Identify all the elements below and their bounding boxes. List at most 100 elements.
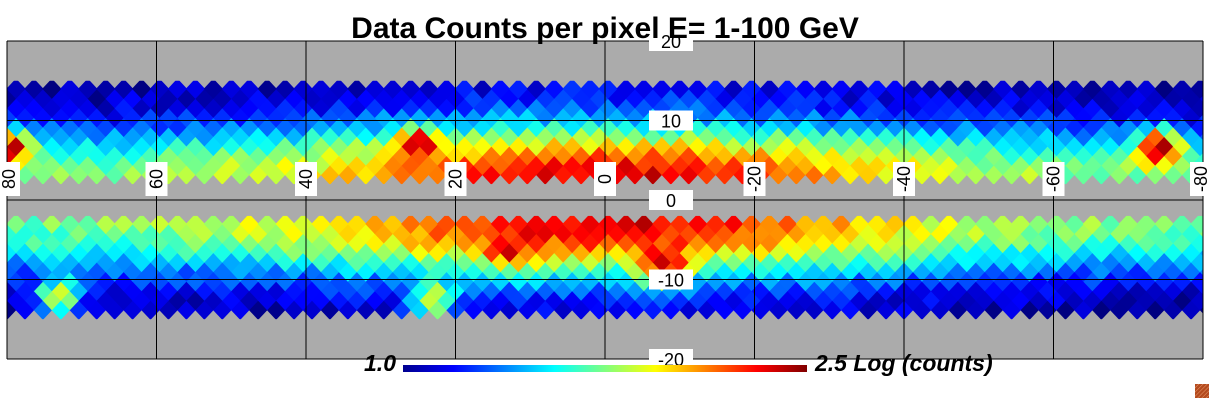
heatmap-pixel (786, 261, 806, 282)
x-tick-label-bg (743, 162, 766, 196)
x-tick-label: 80 (0, 169, 19, 189)
heatmap-pixel (741, 232, 762, 254)
heatmap-pixel (822, 145, 842, 166)
heatmap-pixel (643, 164, 663, 185)
heatmap-pixel (598, 78, 618, 99)
heatmap-pixel (759, 213, 780, 234)
heatmap-pixel (275, 213, 295, 234)
heatmap-pixel (562, 290, 582, 311)
heatmap-pixel (419, 78, 439, 99)
heatmap-pixel (419, 213, 439, 234)
heatmap-pixel (69, 242, 89, 263)
heatmap-pixel (697, 164, 717, 185)
x-tick-label-bg (444, 162, 467, 196)
heatmap-pixel (517, 88, 537, 109)
heatmap-pixel (419, 135, 439, 157)
heatmap-pixel (625, 242, 645, 263)
x-axis-ticks: 80 60 40 20 0 -20 -40 -60 -80 (0, 162, 1210, 196)
heatmap-pixel (526, 135, 546, 157)
heatmap-pixel (185, 78, 205, 99)
heatmap-pixel (822, 299, 842, 320)
heatmap-pixel (777, 290, 797, 311)
heatmap-pixel (69, 164, 89, 185)
heatmap-pixels (0, 41, 1210, 359)
heatmap-pixel (383, 213, 403, 234)
heatmap-pixel (1136, 213, 1156, 234)
heatmap-pixel (634, 251, 654, 273)
heatmap-pixel (24, 78, 44, 99)
heatmap-pixel (6, 213, 26, 234)
heatmap-pixel (966, 88, 986, 109)
heatmap-pixel (966, 299, 986, 320)
heatmap-pixel (858, 145, 878, 166)
heatmap-pixel (1002, 164, 1022, 185)
heatmap-pixel (813, 97, 833, 118)
heatmap-pixel (24, 135, 44, 157)
heatmap-pixel (517, 261, 537, 282)
heatmap-pixel (454, 135, 475, 157)
y-tick-label-bg (649, 190, 693, 210)
heatmap-pixel (786, 126, 806, 147)
heatmap-pixel (562, 213, 582, 234)
heatmap-pixel (750, 145, 771, 166)
heatmap-pixel (454, 213, 475, 234)
heatmap-pixel (149, 78, 170, 99)
heatmap-pixel (706, 213, 726, 234)
heatmap-pixel (1002, 242, 1022, 263)
heatmap-pixel (1082, 213, 1102, 234)
heatmap-pixel (239, 78, 259, 99)
heatmap-pixel (589, 261, 609, 282)
heatmap-pixel (472, 78, 492, 99)
y-tick-label-bg (649, 349, 693, 369)
heatmap-pixel (616, 213, 636, 234)
heatmap-pixel (885, 135, 905, 157)
heatmap-pixel (634, 78, 654, 99)
heatmap-pixel (562, 116, 582, 137)
heatmap-pixel (517, 242, 537, 263)
heatmap-pixel (248, 242, 268, 263)
heatmap-pixel (822, 107, 842, 128)
heatmap-pixel (105, 88, 125, 109)
heatmap-pixel (105, 280, 125, 301)
heatmap-pixel (921, 213, 941, 234)
heatmap-pixel (562, 270, 582, 292)
heatmap-pixel (60, 135, 80, 157)
heatmap-pixel (777, 251, 797, 273)
heatmap-pixel (526, 213, 546, 234)
heatmap-pixel (526, 154, 546, 176)
heatmap-pixel (975, 154, 995, 176)
y-tick-label: 20 (661, 32, 681, 52)
heatmap-pixel (697, 242, 717, 263)
heatmap-pixel (849, 213, 869, 234)
heatmap-pixel (634, 154, 654, 176)
heatmap-pixel (813, 270, 833, 292)
heatmap-pixel (750, 299, 771, 320)
heatmap-pixel (822, 280, 842, 301)
heatmap-pixel (849, 135, 869, 157)
heatmap-pixel (741, 135, 762, 157)
heatmap-pixel (436, 213, 457, 234)
heatmap-pixel (257, 135, 277, 157)
heatmap-pixel (149, 213, 170, 234)
heatmap-pixel (741, 78, 762, 99)
heatmap-pixel (481, 164, 501, 185)
heatmap-pixel (96, 116, 116, 137)
heatmap-pixel (562, 97, 582, 118)
heatmap-pixel (930, 242, 950, 263)
heatmap-pixel (553, 261, 573, 282)
heatmap-pixel (33, 164, 53, 185)
heatmap-pixel (903, 78, 923, 99)
heatmap-pixel (105, 242, 125, 263)
heatmap-pixel (131, 213, 152, 234)
heatmap-pixel (858, 223, 878, 244)
heatmap-pixel (652, 213, 672, 234)
heatmap-pixel (831, 213, 851, 234)
heatmap-pixel (347, 78, 367, 99)
heatmap-pixel (786, 299, 806, 320)
heatmap-pixel (795, 78, 815, 99)
heatmap-pixel (517, 145, 537, 166)
heatmap-pixel (96, 251, 116, 273)
heatmap-pixel (750, 107, 771, 128)
heatmap-pixel (634, 213, 654, 234)
